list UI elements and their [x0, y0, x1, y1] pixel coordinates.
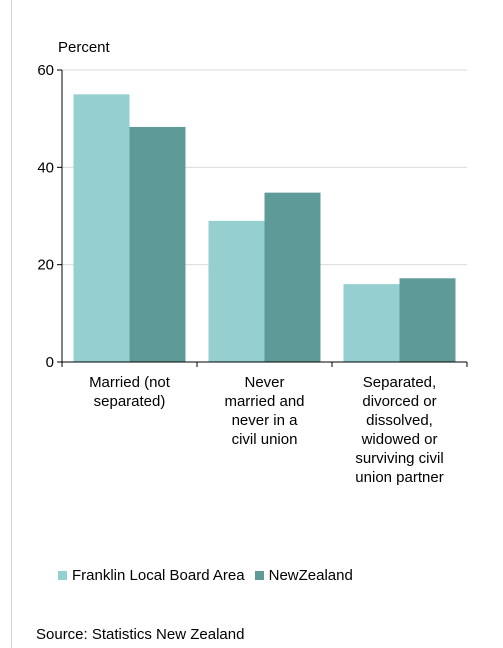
category-label-1: Never married and never in a civil union	[224, 374, 304, 448]
y-axis-label: Percent	[58, 39, 111, 56]
bar-newzealand-1	[264, 192, 321, 362]
y-tick-label-0: 0	[46, 354, 54, 371]
y-tick-label-60: 60	[37, 62, 54, 79]
bar-chart: 0 20 40 60 Married (not separated) Never marri…	[37, 39, 468, 486]
category-label-2: Separated, divorced or dissolved, widowed o…	[355, 374, 443, 486]
legend-item-newzealand: NewZealand	[254, 567, 353, 584]
category-labels: Married (not separated) Never married and ne…	[89, 374, 444, 486]
bars	[73, 94, 456, 362]
legend-swatch-franklin	[58, 571, 67, 580]
bar-newzealand-0	[129, 126, 186, 362]
legend-item-franklin: Franklin Local Board Area	[58, 567, 245, 584]
legend-label-franklin: Franklin Local Board Area	[72, 567, 245, 584]
bar-franklin-0	[73, 94, 130, 362]
legend-label-newzealand: NewZealand	[268, 567, 353, 584]
bar-newzealand-2	[399, 278, 456, 362]
bar-franklin-2	[343, 284, 400, 362]
axes	[57, 69, 468, 367]
legend: Franklin Local Board Area NewZealand	[58, 567, 363, 584]
y-tick-labels: 0 20 40 60	[37, 62, 54, 371]
category-label-0: Married (not separated)	[89, 374, 171, 410]
y-tick-label-20: 20	[37, 257, 54, 274]
source-note: Source: Statistics New Zealand	[36, 626, 245, 643]
bar-franklin-1	[208, 220, 265, 362]
legend-swatch-newzealand	[254, 571, 264, 580]
left-border-line	[11, 0, 12, 648]
y-tick-label-40: 40	[37, 159, 54, 176]
